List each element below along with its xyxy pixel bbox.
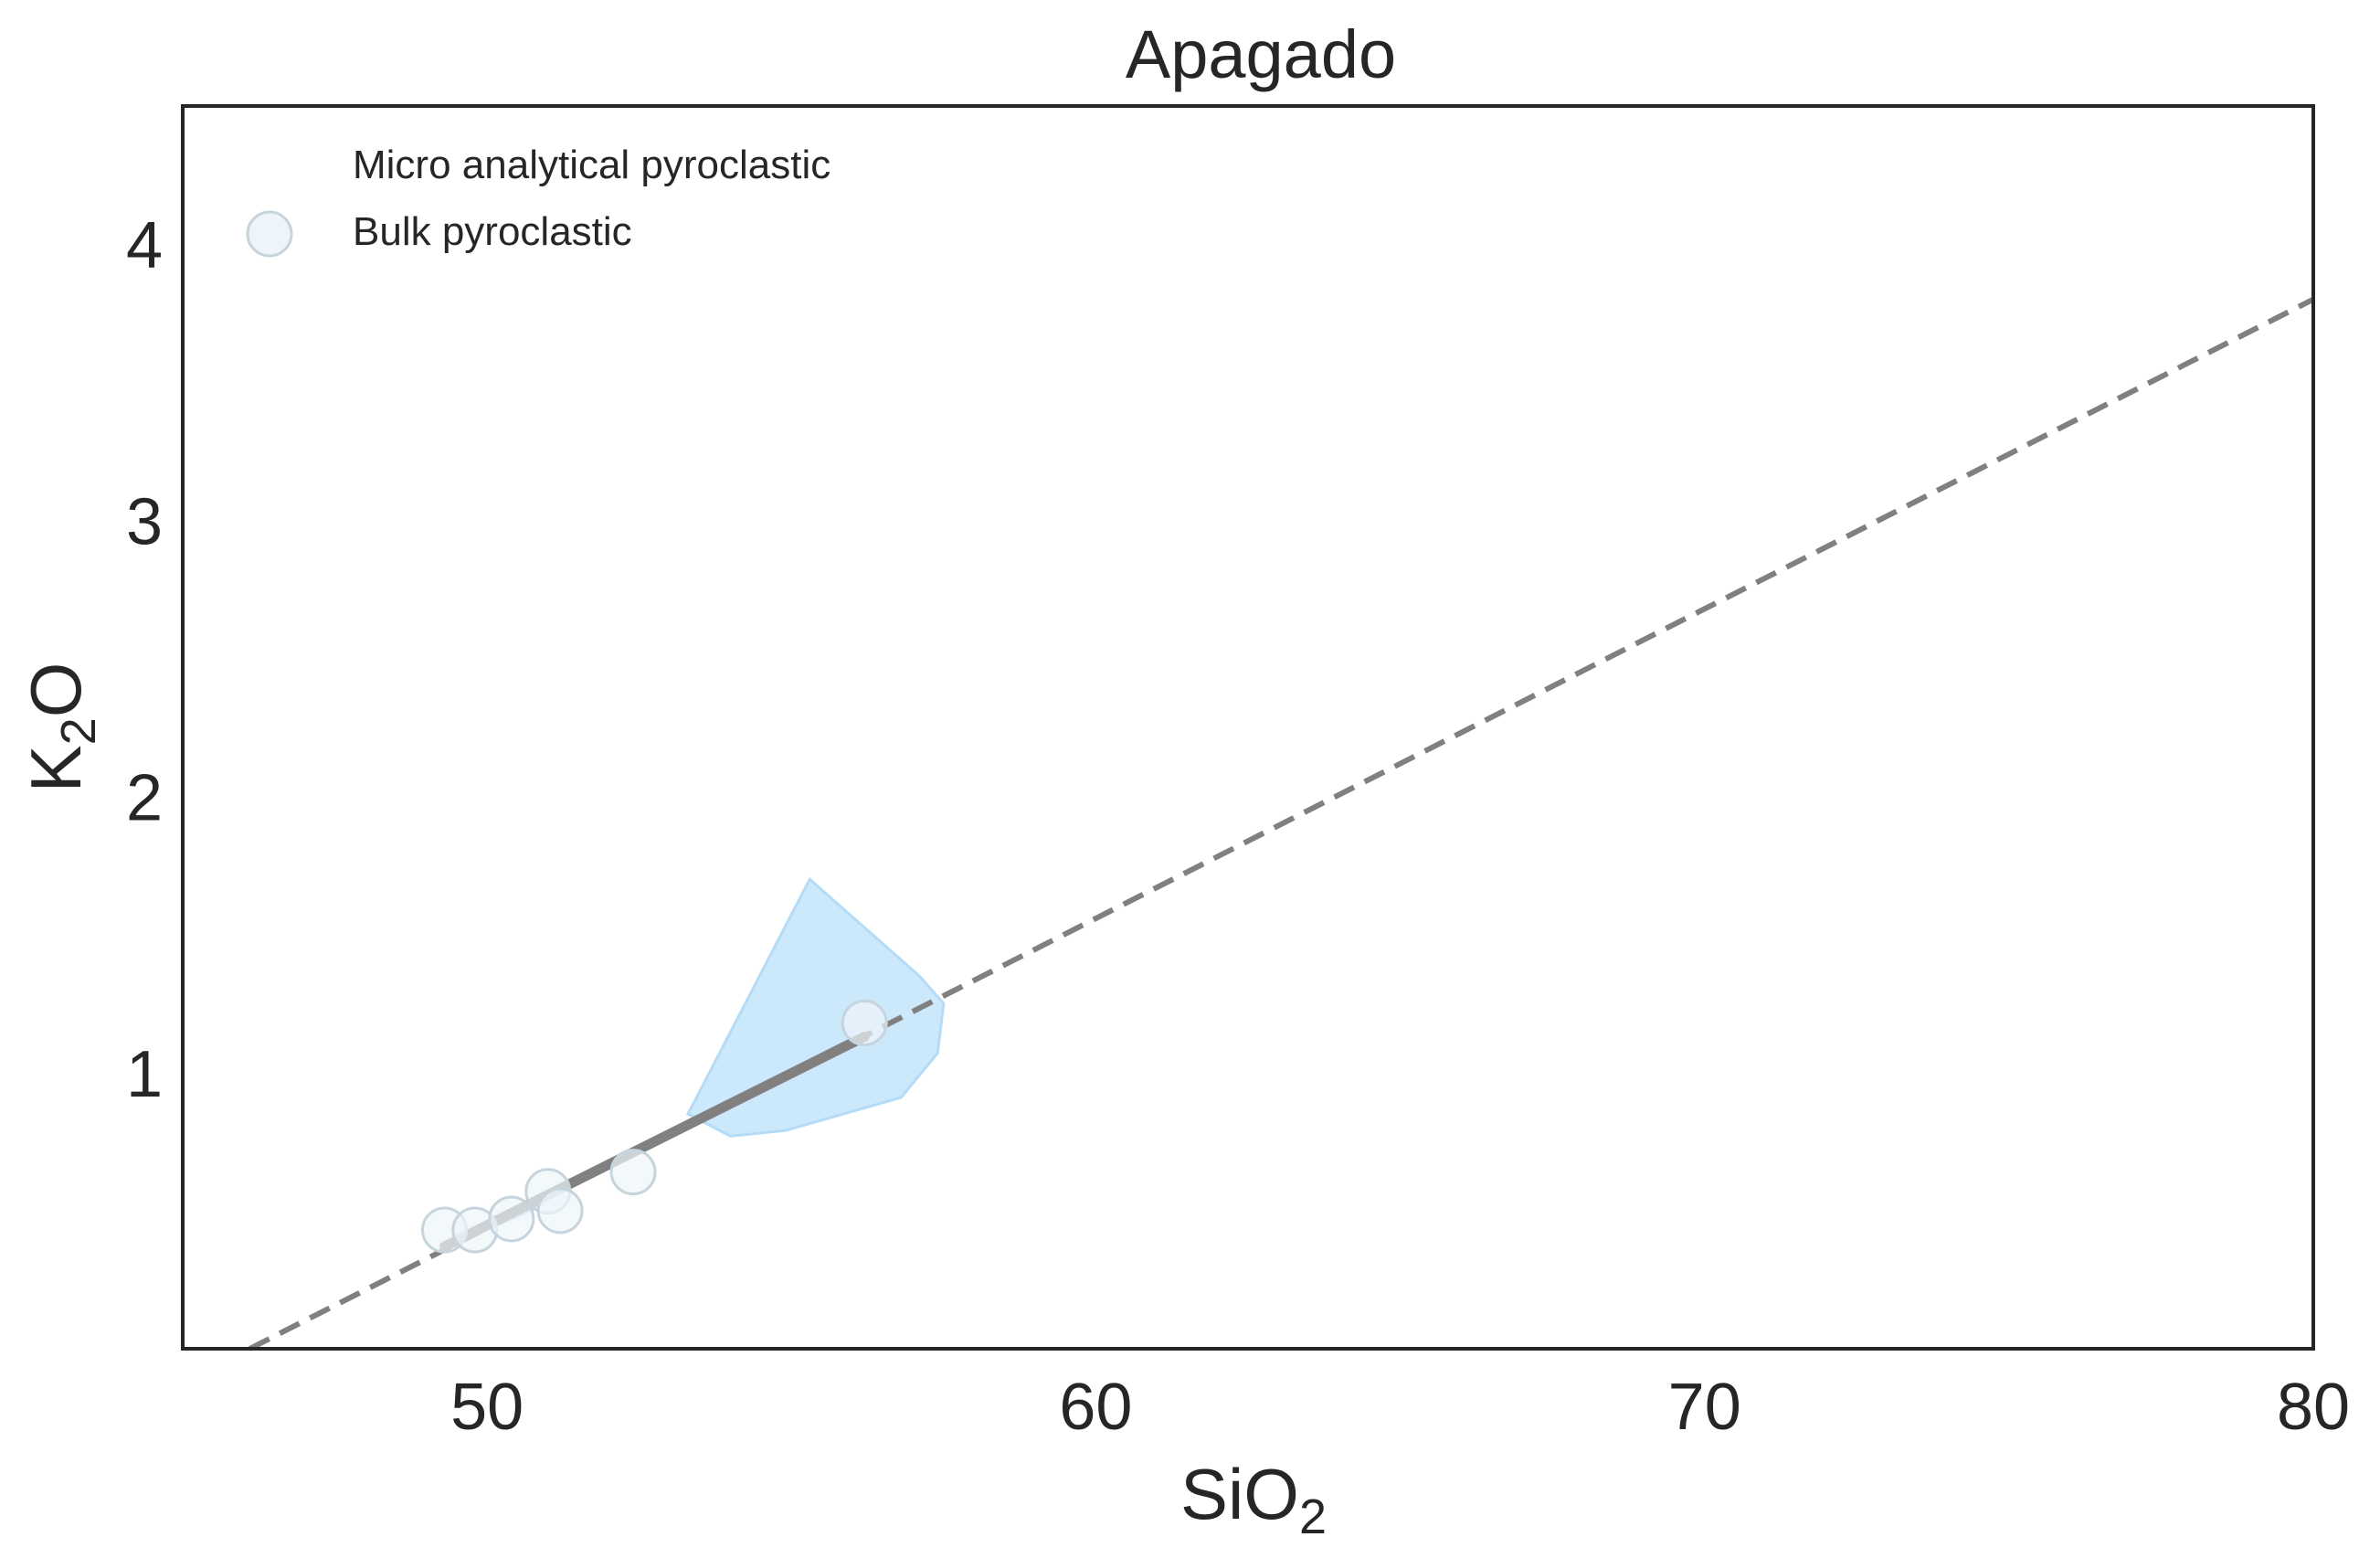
x-axis-title-subscript: 2 (1299, 1489, 1327, 1544)
y-tick-label: 2 (126, 762, 163, 835)
y-axis: 1 2 3 4 (126, 209, 163, 1111)
x-tick-label: 50 (450, 1371, 524, 1444)
x-axis-title-base: SiO (1180, 1454, 1299, 1534)
x-tick-label: 70 (1668, 1371, 1741, 1444)
y-tick-label: 1 (126, 1038, 163, 1111)
y-tick-label: 4 (126, 209, 163, 282)
plot-area (248, 296, 2315, 1351)
y-axis-title-base: K (16, 745, 96, 792)
trend-extrapolation-line (248, 296, 2315, 1351)
scatter-point (609, 1149, 657, 1196)
filled-area-0 (685, 876, 946, 1138)
x-axis-title: SiO2 (1180, 1454, 1327, 1544)
plot-frame (181, 104, 2315, 1351)
legend-marker-bulk-pyroclastic (246, 210, 293, 258)
x-axis: 50 60 70 80 (450, 1371, 2350, 1444)
scatter-point (488, 1195, 535, 1243)
scatter-point (841, 999, 888, 1046)
legend-label-bulk-pyroclastic: Bulk pyroclastic (353, 209, 632, 254)
legend-label-micro-analytical: Micro analytical pyroclastic (353, 143, 830, 187)
y-tick-label: 3 (126, 485, 163, 558)
y-axis-title-tail: O (16, 662, 96, 718)
scatter-point (536, 1187, 584, 1235)
legend: Micro analytical pyroclastic Bulk pyrocl… (246, 143, 830, 258)
x-tick-label: 80 (2277, 1371, 2350, 1444)
y-axis-title-subscript: 2 (51, 717, 106, 745)
x-tick-label: 60 (1059, 1371, 1132, 1444)
y-axis-title: K2O (16, 662, 106, 793)
chart-title: Apagado (1126, 16, 1396, 92)
